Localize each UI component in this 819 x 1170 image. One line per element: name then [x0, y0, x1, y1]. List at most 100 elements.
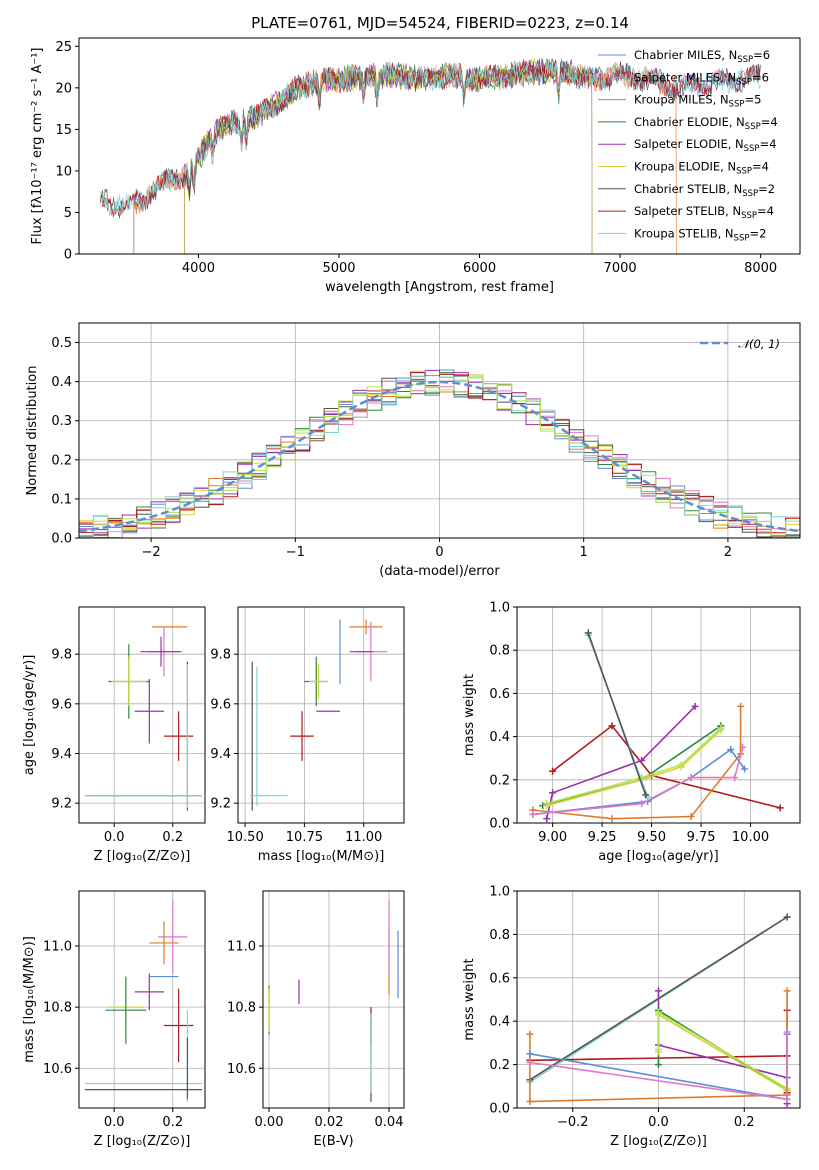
- normal-distribution-curve: [79, 380, 800, 533]
- legend-entry-base: Chabrier ELODIE, N: [634, 115, 745, 129]
- panel-weight-vs-age: 9.00 9.25 9.50 9.75 10.00 0.0 0.2 0.4 0.6 0.8 1.0 a…: [462, 601, 801, 864]
- weight-marker: [717, 724, 725, 732]
- weight-series-line: [542, 725, 722, 807]
- legend-entry-tail: =4: [761, 115, 778, 129]
- panel-spectrum: 4000 5000 6000 7000 8000 0 5 10 15 20 25 wavelength…: [30, 37, 801, 295]
- x-axis-label: wavelength [Angstrom, rest frame]: [325, 280, 554, 295]
- legend-entry-tail: =5: [744, 93, 761, 107]
- weight-marker: [526, 1058, 534, 1066]
- legend-entry-base: Kroupa STELIB, N: [634, 226, 734, 240]
- x-axis-label: (data-model)/error: [379, 564, 500, 579]
- weight-marker: [608, 815, 616, 823]
- x-tick-label: 1: [580, 545, 588, 560]
- legend-entry-base: Chabrier MILES, N: [634, 48, 737, 62]
- legend-entry-tail: =4: [752, 160, 769, 174]
- y-tick-label: 0: [64, 248, 72, 263]
- y-axis-label: age [log₁₀(age/yr)]: [22, 655, 37, 776]
- x-tick-label: 6000: [463, 261, 496, 276]
- legend-entry-sub: SSP: [729, 100, 745, 110]
- panel-mass-vs-EBV: 0.00 0.02 0.04 10.6 10.8 11.0 E(B-V): [227, 890, 405, 1149]
- x-tick-label: 2: [724, 545, 732, 560]
- x-tick-label: 0: [435, 545, 443, 560]
- spectrum-series-line: [184, 58, 593, 254]
- weight-marker: [727, 746, 735, 754]
- legend-entry-sub: SSP: [734, 233, 750, 243]
- weight-series-line: [552, 724, 781, 809]
- legend-entry-base: Kroupa ELODIE, N: [634, 160, 736, 174]
- y-tick-label: 9.4: [210, 747, 231, 762]
- y-tick-label: 0.8: [489, 928, 510, 943]
- x-tick-label: 10.00: [732, 830, 769, 845]
- panel-weight-vs-Z: −0.2 0.0 0.2 0.0 0.2 0.4 0.6 0.8 1.0 Z [log₁₀(Z/Z…: [462, 885, 801, 1149]
- legend-entry-sub: SSP: [736, 167, 752, 177]
- legend-entry-base: Salpeter STELIB, N: [634, 204, 741, 218]
- errorbar-point: [111, 656, 147, 707]
- legend-entry-sub: SSP: [737, 55, 753, 65]
- figure-title: PLATE=0761, MJD=54524, FIBERID=0223, z=0…: [251, 14, 629, 32]
- x-tick-label: 7000: [604, 261, 637, 276]
- x-tick-label: 11.00: [345, 830, 382, 845]
- legend-entry-tail: =2: [758, 182, 775, 196]
- x-axis-label: Z [log₁₀(Z/Z⊙)]: [94, 849, 191, 864]
- weight-marker: [638, 800, 646, 808]
- weight-marker: [543, 815, 551, 823]
- weight-marker: [655, 1061, 662, 1069]
- errorbar-point: [349, 619, 383, 635]
- weight-series-line: [657, 990, 788, 1104]
- weight-marker: [687, 774, 695, 782]
- y-tick-label: 0.2: [51, 453, 72, 468]
- x-axis-label: mass [log₁₀(M/M⊙)]: [258, 849, 385, 864]
- y-tick-label: 9.8: [210, 648, 231, 663]
- x-tick-label: 9.00: [538, 830, 567, 845]
- plot-frame: [516, 606, 801, 824]
- x-tick-label: 4000: [182, 261, 215, 276]
- errorbar-point: [163, 711, 194, 761]
- panel-residuals: −2 −1 0 1 2 0.0 0.1 0.2 0.3 0.4 0.5 (data-model)/er…: [25, 322, 801, 579]
- x-tick-label: −2: [142, 545, 161, 560]
- weight-marker: [608, 722, 616, 730]
- x-tick-label: 9.75: [687, 830, 716, 845]
- legend-entry-base: Chabrier STELIB, N: [634, 182, 742, 196]
- legend-entry: Salpeter ELODIE, NSSP=4: [634, 137, 777, 154]
- y-tick-label: 11.0: [43, 940, 72, 955]
- weight-series-line: [546, 727, 722, 805]
- plot-frame: [78, 322, 801, 539]
- weight-marker: [549, 767, 557, 775]
- plot-frame: [237, 606, 405, 824]
- plot-frame: [78, 37, 801, 255]
- y-axis-label: mass [log₁₀(M/M⊙)]: [22, 936, 37, 1063]
- errorbar-point: [140, 636, 182, 667]
- y-tick-label: 9.4: [51, 747, 72, 762]
- y-tick-label: 0.4: [51, 375, 72, 390]
- weight-marker: [526, 1050, 534, 1058]
- y-tick-label: 1.0: [489, 885, 510, 900]
- legend-entry: Salpeter STELIB, NSSP=4: [634, 204, 774, 221]
- y-tick-label: 0.4: [489, 730, 510, 745]
- x-tick-label: 0.2: [162, 830, 183, 845]
- y-tick-label: 1.0: [489, 601, 510, 616]
- x-tick-label: 9.25: [588, 830, 617, 845]
- x-tick-label: 5000: [322, 261, 355, 276]
- legend-entry: Kroupa ELODIE, NSSP=4: [634, 160, 769, 177]
- weight-marker: [642, 791, 650, 799]
- y-axis-label: mass weight: [462, 674, 477, 756]
- y-axis-label: Flux [fλ10⁻¹⁷ erg cm⁻² s⁻¹ A⁻¹]: [30, 48, 45, 245]
- y-tick-label: 9.2: [51, 797, 72, 812]
- x-tick-label: 8000: [744, 261, 777, 276]
- weight-marker: [677, 761, 685, 769]
- weight-marker: [739, 743, 747, 751]
- errorbar-point: [149, 921, 179, 965]
- errorbar-point: [158, 900, 188, 974]
- y-axis-label: mass weight: [462, 958, 477, 1040]
- y-tick-label: 0.0: [489, 1102, 510, 1117]
- plot-frame: [516, 890, 801, 1109]
- y-tick-label: 15: [55, 123, 72, 138]
- errorbar-point: [134, 973, 164, 1011]
- legend-entry: Kroupa STELIB, NSSP=2: [634, 226, 766, 243]
- weight-marker: [731, 774, 739, 782]
- errorbar-point: [163, 988, 194, 1063]
- y-tick-label: 0.6: [489, 971, 510, 986]
- y-tick-label: 10: [55, 164, 72, 179]
- weight-marker: [655, 1009, 662, 1017]
- spectrum-series-line: [184, 57, 593, 254]
